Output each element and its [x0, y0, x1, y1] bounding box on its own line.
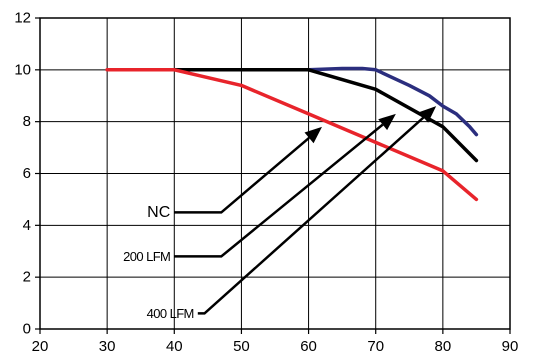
- x-tick-label-30: 30: [99, 338, 116, 355]
- annotation-label-200-lfm: 200 LFM: [123, 249, 170, 264]
- x-tick-label-40: 40: [166, 338, 183, 355]
- x-tick-label-90: 90: [502, 338, 519, 355]
- y-tick-label-6: 6: [23, 165, 31, 182]
- x-tick-label-20: 20: [32, 338, 49, 355]
- callout-line-200-lfm: [174, 123, 384, 258]
- series-line-200-lfm: [172, 68, 479, 163]
- x-tick-label-50: 50: [233, 338, 250, 355]
- y-tick-label-12: 12: [14, 10, 31, 27]
- y-tick-label-8: 8: [23, 113, 31, 130]
- callout-line-nc: [174, 136, 310, 214]
- y-tick-label-2: 2: [23, 269, 31, 286]
- x-tick-label-70: 70: [367, 338, 384, 355]
- annotation-label-nc: NC: [147, 204, 170, 221]
- y-tick-label-0: 0: [23, 321, 31, 338]
- callout-arrowhead-400-lfm: [418, 106, 437, 123]
- callout-arrowhead-nc: [304, 126, 322, 144]
- callout-arrowhead-200-lfm: [378, 113, 396, 131]
- series-line-nc: [105, 68, 479, 202]
- annotation-layer: NC 200 LFM 400 LFM: [123, 106, 437, 321]
- y-tick-label-10: 10: [14, 61, 31, 78]
- series-layer: [105, 66, 479, 202]
- x-tick-label-60: 60: [300, 338, 317, 355]
- series-line-400-lfm: [172, 66, 479, 137]
- annotation-label-400-lfm: 400 LFM: [147, 306, 194, 321]
- grid-layer: [40, 18, 510, 329]
- x-tick-label-80: 80: [435, 338, 452, 355]
- callout-line-400-lfm: [197, 116, 425, 315]
- y-tick-label-4: 4: [23, 217, 31, 234]
- axis-layer: 20 30 40 50 60 70 80 90 0 2 4 6 8 10 12: [14, 10, 518, 356]
